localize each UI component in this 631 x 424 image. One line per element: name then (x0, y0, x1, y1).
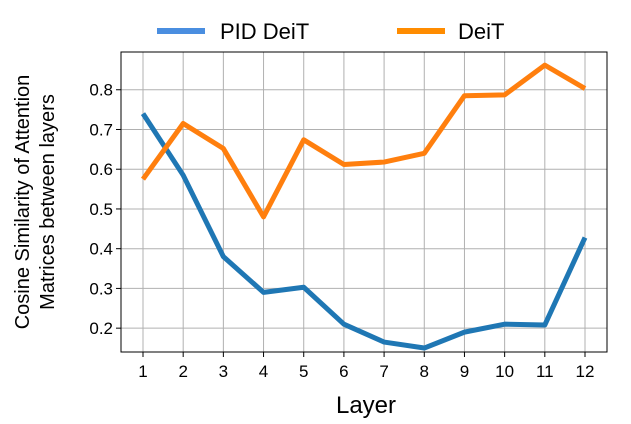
y-axis-label-line-2: Matrices between layers (37, 94, 59, 310)
x-axis-ticks: 1 2 3 4 5 6 7 8 9 10 11 12 (138, 352, 594, 381)
plot-series (140, 62, 588, 351)
y-tick-label: 0.2 (89, 319, 113, 338)
x-tick-label: 4 (259, 362, 268, 381)
y-tick-label: 0.5 (89, 200, 113, 219)
y-axis-label-line-1: Cosine Similarity of Attention (12, 75, 34, 330)
x-tick-label: 9 (460, 362, 469, 381)
x-axis-label: Layer (336, 392, 396, 419)
x-tick-label: 7 (379, 362, 388, 381)
legend-label-deit: DeiT (458, 19, 504, 44)
plot-frame (120, 51, 608, 353)
x-tick-label: 10 (495, 362, 514, 381)
plot-grid (121, 52, 607, 352)
y-axis-label: Cosine Similarity of Attention Matrices … (12, 75, 59, 330)
x-tick-label: 2 (178, 362, 187, 381)
series-line-deit (140, 62, 587, 220)
x-tick-label: 3 (219, 362, 228, 381)
y-tick-label: 0.6 (89, 160, 113, 179)
legend-label-pid-deit: PID DeiT (220, 19, 309, 44)
y-tick-label: 0.4 (89, 240, 113, 259)
x-tick-label: 5 (299, 362, 308, 381)
series-line-pid-deit (140, 112, 588, 351)
x-tick-label: 12 (576, 362, 595, 381)
x-tick-label: 11 (536, 362, 554, 381)
y-tick-label: 0.7 (89, 120, 113, 139)
x-tick-label: 8 (420, 362, 429, 381)
x-tick-label: 6 (339, 362, 348, 381)
y-tick-label: 0.3 (89, 279, 113, 298)
y-tick-label: 0.8 (89, 81, 113, 100)
x-tick-label: 1 (138, 362, 147, 381)
y-axis-ticks: 0.2 0.3 0.4 0.5 0.6 0.7 0.8 (89, 81, 121, 338)
legend: PID DeiT DeiT (157, 19, 504, 44)
